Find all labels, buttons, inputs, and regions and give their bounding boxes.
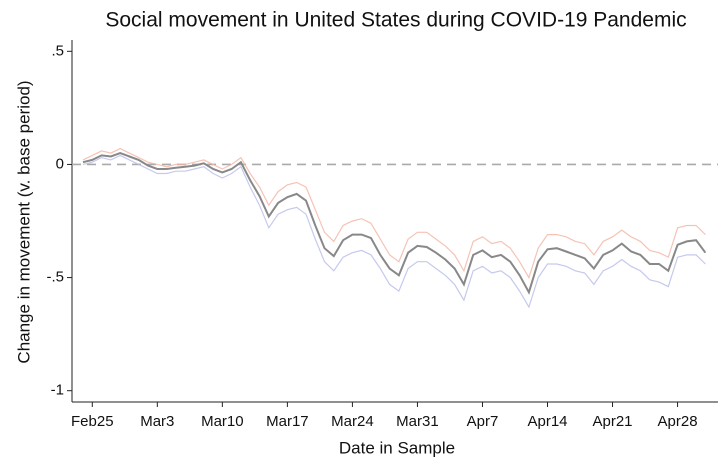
x-tick-label: Mar31 — [396, 413, 439, 430]
x-tick-label: Feb25 — [71, 413, 114, 430]
x-tick-label: Apr7 — [467, 413, 499, 430]
x-axis-label: Date in Sample — [339, 438, 455, 457]
y-axis-label: Change in movement (v. base period) — [14, 80, 33, 363]
state-line — [82, 154, 706, 309]
x-tick-label: Mar24 — [331, 413, 374, 430]
x-tick-label: Apr14 — [527, 413, 567, 430]
y-tick-label: -1 — [51, 382, 64, 399]
y-tick-label: -.5 — [46, 269, 64, 286]
x-tick-label: Mar10 — [201, 413, 244, 430]
mean-line — [82, 152, 707, 295]
x-tick-label: Apr28 — [658, 413, 698, 430]
x-tick-label: Mar3 — [140, 413, 174, 430]
chart-title: Social movement in United States during … — [105, 9, 686, 32]
x-tick-label: Mar17 — [266, 413, 309, 430]
y-tick-label: .5 — [51, 42, 64, 59]
y-tick-label: 0 — [56, 155, 64, 172]
x-tick-label: Apr21 — [593, 413, 633, 430]
state-line — [82, 147, 706, 280]
